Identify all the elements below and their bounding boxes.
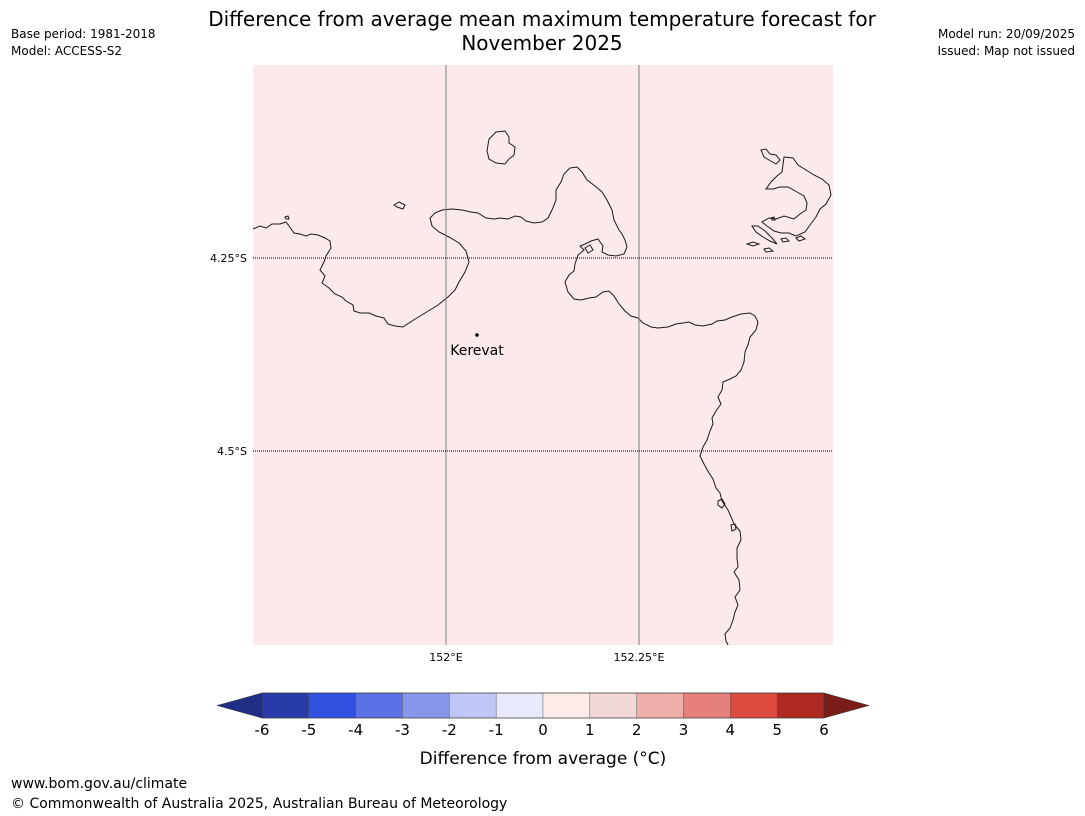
island-south-2 [730, 523, 737, 532]
legend-high-triangle [823, 692, 870, 719]
meta-left: Base period: 1981-2018 Model: ACCESS-S2 [11, 26, 156, 60]
legend-tick-label: -2 [442, 721, 457, 739]
island-south-1 [717, 498, 726, 509]
legend-tick-label: 3 [679, 721, 689, 739]
title-line-1: Difference from average mean maximum tem… [208, 7, 876, 31]
island-east-3 [763, 247, 775, 253]
kerevat-marker [475, 333, 479, 337]
legend-tick-label: 4 [726, 721, 736, 739]
model-run-text: Model run: 20/09/2025 [937, 27, 1075, 41]
footer: www.bom.gov.au/climate © Commonwealth of… [11, 774, 507, 814]
island-east-1 [751, 225, 778, 245]
legend-color-cell [542, 692, 591, 719]
island-northeast [760, 148, 781, 165]
legend-color-cell [449, 692, 497, 719]
island-east-4 [780, 237, 791, 243]
legend-colorbar: -6 -5 -4 -3 -2 -1 0 1 2 3 4 5 6 Difference from aver… [216, 692, 870, 769]
legend-color-cell [495, 692, 544, 719]
legend-tick-label: 2 [632, 721, 642, 739]
legend-tick-label: -6 [255, 721, 270, 739]
issued-text: Issued: Map not issued [937, 44, 1075, 58]
map-title: Difference from average mean maximum tem… [180, 7, 904, 55]
title-line-2: November 2025 [461, 31, 623, 55]
legend-color-cell [308, 692, 356, 719]
legend-label: Difference from average (°C) [420, 749, 667, 769]
legend-tick-label: -4 [348, 721, 363, 739]
legend-color-cell [730, 692, 778, 719]
island-east-2 [745, 241, 761, 247]
legend-tick-label: 5 [772, 721, 782, 739]
map-panel [253, 65, 833, 645]
coastline-west [252, 166, 759, 646]
legend-tick-label: -3 [395, 721, 410, 739]
website-link[interactable]: www.bom.gov.au/climate [11, 776, 188, 792]
coastline-group [252, 130, 832, 646]
legend-color-cell [355, 692, 403, 719]
legend-tick-label: 6 [819, 721, 829, 739]
island-northeast-main [761, 156, 832, 237]
lon-label-152: 152°E [429, 651, 462, 664]
model-text: Model: ACCESS-S2 [11, 44, 123, 58]
legend-color-cell [683, 692, 731, 719]
copyright-text: © Commonwealth of Australia 2025, Austra… [11, 796, 508, 812]
island-small-2 [284, 215, 290, 220]
legend-color-cell [776, 692, 825, 719]
graticule [253, 65, 833, 645]
legend-color-cell [402, 692, 450, 719]
legend-tick-label: 1 [585, 721, 595, 739]
legend-color-cell [261, 692, 310, 719]
legend-frame [261, 692, 825, 719]
meta-right: Model run: 20/09/2025 Issued: Map not is… [937, 26, 1075, 60]
legend-tick-label: -1 [489, 721, 504, 739]
island-small-1 [393, 201, 406, 210]
legend-tick-label: 0 [538, 721, 548, 739]
legend-color-cell [589, 692, 637, 719]
island-north [486, 130, 516, 165]
lat-label-4-5: 4.5°S [217, 445, 247, 458]
kerevat-label: Kerevat [450, 343, 504, 359]
legend-color-cell [636, 692, 684, 719]
island-east-6 [770, 216, 776, 221]
island-east-5 [795, 235, 807, 242]
legend-low-triangle [216, 692, 263, 719]
lon-label-152-25: 152.25°E [614, 651, 665, 664]
island-small-3 [584, 244, 594, 254]
lat-label-4-25: 4.25°S [210, 252, 247, 265]
base-period-text: Base period: 1981-2018 [11, 27, 156, 41]
legend-tick-label: -5 [301, 721, 316, 739]
